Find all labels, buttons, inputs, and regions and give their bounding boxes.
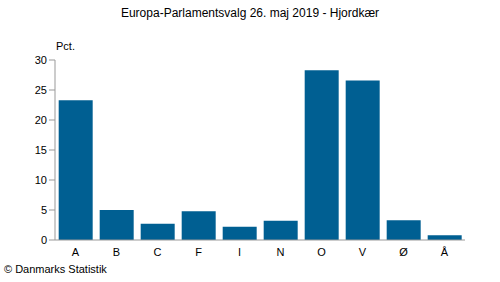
svg-text:N: N	[277, 246, 285, 258]
svg-text:B: B	[113, 246, 120, 258]
svg-text:0: 0	[41, 234, 47, 246]
svg-text:30: 30	[35, 54, 47, 66]
svg-text:O: O	[317, 246, 326, 258]
svg-text:Ø: Ø	[399, 246, 408, 258]
svg-text:Å: Å	[441, 246, 449, 258]
html-text:Pct.: Pct.	[56, 40, 75, 52]
svg-text:F: F	[195, 246, 202, 258]
html-text:Europa-Parlamentsvalg 26. maj: Europa-Parlamentsvalg 26. maj 2019 - Hjo…	[120, 6, 380, 20]
html-text:© Danmarks Statistik: © Danmarks Statistik	[4, 263, 107, 275]
svg-text:V: V	[359, 246, 367, 258]
svg-text:20: 20	[35, 114, 47, 126]
svg-text:15: 15	[35, 144, 47, 156]
svg-text:A: A	[72, 246, 80, 258]
svg-text:C: C	[154, 246, 162, 258]
svg-text:25: 25	[35, 84, 47, 96]
svg-text:I: I	[238, 246, 241, 258]
svg-text:10: 10	[35, 174, 47, 186]
svg-text:5: 5	[41, 204, 47, 216]
